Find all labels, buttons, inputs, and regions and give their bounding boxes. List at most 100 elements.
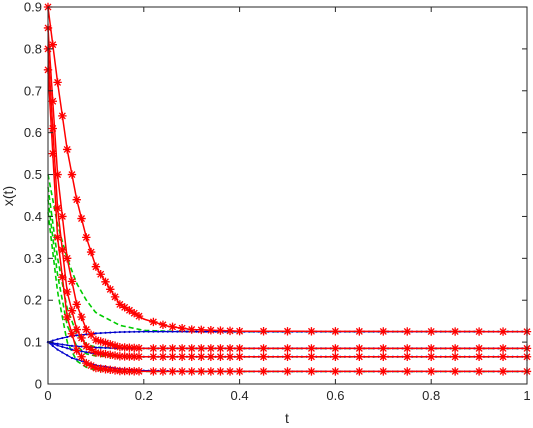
asterisk-marker xyxy=(82,358,91,368)
asterisk-marker xyxy=(498,367,508,376)
dot-marker xyxy=(157,330,160,333)
tick-layer: 0 0.2 0.4 0.6 0.8 1 0 0.1 0.2 0.3 0.4 0.5 0.6 0.7 0.8 0… xyxy=(24,0,531,403)
asterisk-marker xyxy=(149,367,158,376)
asterisk-marker xyxy=(58,212,67,221)
dot-marker xyxy=(104,331,107,334)
asterisk-marker xyxy=(259,344,268,353)
asterisk-marker xyxy=(403,344,412,353)
asterisk-marker xyxy=(498,352,508,361)
dot-marker xyxy=(70,356,74,360)
asterisk-marker xyxy=(427,344,436,353)
asterisk-marker xyxy=(91,363,101,373)
asterisk-marker xyxy=(168,322,177,332)
asterisk-marker xyxy=(96,349,105,358)
series-red-1 xyxy=(43,23,532,353)
asterisk-marker xyxy=(96,270,105,279)
asterisk-marker xyxy=(134,367,144,376)
asterisk-marker xyxy=(379,327,388,336)
asterisk-marker xyxy=(106,350,115,360)
asterisk-marker xyxy=(82,233,91,242)
asterisk-marker xyxy=(134,343,144,353)
asterisk-marker xyxy=(158,367,168,376)
y-tick-label: 0.2 xyxy=(24,293,42,308)
dot-marker xyxy=(66,344,69,347)
asterisk-marker xyxy=(110,292,120,302)
dot-marker xyxy=(185,330,189,333)
asterisk-marker xyxy=(235,352,244,361)
asterisk-marker xyxy=(259,367,268,376)
y-tick-label: 0.6 xyxy=(24,125,42,140)
asterisk-marker xyxy=(197,352,206,361)
asterisk-marker xyxy=(91,335,101,345)
dot-marker xyxy=(161,330,165,333)
asterisk-marker xyxy=(283,327,292,336)
asterisk-marker xyxy=(403,352,412,361)
asterisk-marker xyxy=(77,352,86,361)
dot-marker xyxy=(128,330,131,333)
asterisk-marker xyxy=(187,325,196,334)
asterisk-marker xyxy=(225,367,235,376)
asterisk-marker xyxy=(355,352,364,361)
y-tick-label: 0.9 xyxy=(24,0,42,15)
x-tick-label: 0.4 xyxy=(231,388,249,403)
asterisk-marker xyxy=(283,352,292,361)
dot-marker xyxy=(109,331,112,334)
dot-marker xyxy=(61,351,64,354)
dot-marker xyxy=(137,330,141,333)
asterisk-marker xyxy=(110,341,120,350)
asterisk-marker xyxy=(125,352,134,361)
dot-marker xyxy=(56,342,59,345)
asterisk-marker xyxy=(177,324,187,333)
dot-marker xyxy=(51,344,54,347)
asterisk-marker xyxy=(106,285,115,294)
asterisk-marker xyxy=(67,329,77,338)
dot-marker xyxy=(142,330,145,333)
asterisk-marker xyxy=(77,214,86,223)
asterisk-marker xyxy=(67,277,77,286)
asterisk-marker xyxy=(48,40,57,49)
asterisk-marker xyxy=(379,352,388,361)
asterisk-marker xyxy=(225,326,235,336)
asterisk-marker xyxy=(197,367,206,376)
asterisk-marker xyxy=(86,361,96,370)
asterisk-marker xyxy=(235,367,244,376)
asterisk-marker xyxy=(216,367,225,376)
dot-marker xyxy=(99,346,102,349)
dot-marker xyxy=(66,347,69,350)
asterisk-marker xyxy=(158,352,168,361)
dot-marker xyxy=(123,330,126,334)
series-line xyxy=(47,48,527,358)
asterisk-marker xyxy=(62,287,72,297)
asterisk-marker xyxy=(134,352,144,361)
dot-marker xyxy=(51,339,54,342)
asterisk-marker xyxy=(134,311,144,321)
asterisk-marker xyxy=(115,342,125,352)
series-green-4 xyxy=(47,174,527,333)
asterisk-marker xyxy=(91,262,101,271)
asterisk-marker xyxy=(474,344,484,353)
asterisk-marker xyxy=(379,367,388,376)
asterisk-marker xyxy=(72,195,81,204)
asterisk-marker xyxy=(120,352,129,361)
dot-marker xyxy=(80,345,83,348)
asterisk-marker xyxy=(110,351,120,360)
asterisk-marker xyxy=(130,352,139,361)
asterisk-marker xyxy=(62,312,72,322)
y-tick-label: 0 xyxy=(35,377,42,392)
y-tick-label: 0.8 xyxy=(24,41,42,56)
dot-marker xyxy=(85,351,88,354)
dot-marker xyxy=(75,358,78,361)
asterisk-marker xyxy=(225,344,235,353)
x-tick-label: 1 xyxy=(523,388,530,403)
y-tick-label: 0.4 xyxy=(24,209,42,224)
asterisk-marker xyxy=(58,272,67,282)
asterisk-marker xyxy=(355,327,364,336)
asterisk-marker xyxy=(58,245,67,255)
asterisk-marker xyxy=(82,325,91,334)
asterisk-marker xyxy=(427,352,436,361)
dot-marker xyxy=(104,346,107,349)
asterisk-marker xyxy=(474,367,484,376)
asterisk-marker xyxy=(67,306,77,315)
asterisk-marker xyxy=(48,149,57,158)
